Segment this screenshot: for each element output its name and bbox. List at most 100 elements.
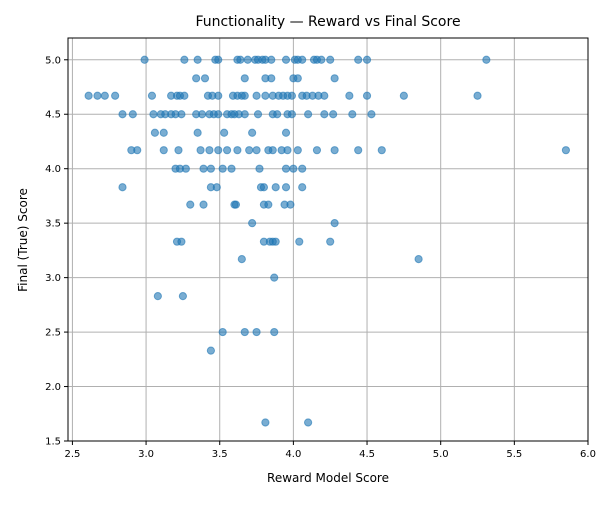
- y-axis-ticks: 1.5 2.0 2.5 3.0 3.5 4.0 4.5 5.0: [45, 55, 68, 448]
- x-tick-label: 3.0: [138, 449, 154, 460]
- data-point: [326, 55, 335, 64]
- data-point: [281, 128, 291, 137]
- data-point: [214, 146, 223, 155]
- data-point: [329, 110, 338, 119]
- data-point: [150, 128, 160, 137]
- data-point: [561, 146, 571, 155]
- data-point: [287, 110, 297, 119]
- data-point: [270, 327, 279, 337]
- data-point: [298, 183, 307, 192]
- data-point: [93, 91, 102, 100]
- data-point: [330, 74, 339, 83]
- data-point: [180, 55, 189, 64]
- data-point: [218, 327, 227, 337]
- data-point: [181, 164, 190, 173]
- data-point: [199, 200, 208, 209]
- data-point: [362, 91, 372, 100]
- data-point: [270, 273, 279, 282]
- data-point: [147, 91, 157, 100]
- data-point: [286, 200, 295, 209]
- data-point: [118, 183, 127, 192]
- data-point: [252, 327, 261, 337]
- data-point: [231, 200, 241, 209]
- data-point: [128, 110, 137, 119]
- data-point: [84, 91, 93, 100]
- data-point: [283, 146, 292, 155]
- data-point: [264, 200, 273, 209]
- data-point: [271, 237, 280, 246]
- data-point: [159, 128, 168, 137]
- data-point: [240, 327, 249, 337]
- data-point: [212, 183, 221, 192]
- data-point: [414, 255, 423, 264]
- data-point: [111, 91, 120, 100]
- x-tick-label: 2.5: [64, 449, 80, 460]
- x-axis-ticks: 2.5 3.0 3.5 4.0 4.5 5.0 5.5 6.0: [64, 441, 596, 460]
- y-tick-label: 3.0: [45, 273, 61, 284]
- data-point: [177, 237, 186, 246]
- data-point: [196, 146, 205, 155]
- plot-area-frame: [67, 37, 589, 442]
- data-point: [214, 55, 223, 64]
- data-point: [214, 110, 223, 119]
- data-point: [243, 55, 252, 64]
- data-point: [248, 128, 257, 137]
- x-tick-label: 6.0: [580, 449, 596, 460]
- data-point: [281, 55, 291, 64]
- data-point: [281, 183, 291, 192]
- data-point: [240, 91, 249, 100]
- data-point: [240, 110, 249, 119]
- data-point: [317, 55, 326, 64]
- data-point: [293, 74, 302, 83]
- data-point: [399, 91, 408, 100]
- data-point: [348, 110, 357, 119]
- data-point: [304, 110, 313, 119]
- data-point: [177, 110, 186, 119]
- data-point: [237, 255, 246, 264]
- data-point: [330, 219, 339, 228]
- data-point: [197, 110, 207, 119]
- data-point: [206, 164, 215, 173]
- data-point: [205, 146, 214, 155]
- data-point: [227, 164, 236, 173]
- data-point: [253, 110, 263, 119]
- x-tick-label: 5.5: [506, 449, 522, 460]
- data-point: [326, 237, 335, 246]
- data-point: [293, 146, 302, 155]
- y-tick-label: 4.5: [45, 110, 61, 121]
- data-point: [261, 418, 270, 427]
- data-point: [377, 146, 386, 155]
- data-point: [140, 55, 149, 64]
- data-point: [281, 164, 291, 173]
- data-point: [367, 110, 376, 119]
- data-point: [192, 74, 201, 83]
- data-point: [268, 146, 277, 155]
- data-point: [236, 55, 245, 64]
- data-point: [186, 200, 195, 209]
- data-point: [267, 74, 276, 83]
- data-point: [304, 418, 313, 427]
- data-point: [273, 110, 282, 119]
- data-point: [267, 55, 276, 64]
- data-point: [252, 91, 261, 100]
- data-point: [252, 146, 261, 155]
- data-point: [193, 128, 202, 137]
- y-tick-label: 2.0: [45, 382, 61, 393]
- data-point: [255, 164, 264, 173]
- data-point: [261, 91, 270, 100]
- x-axis-label: Reward Model Score: [267, 471, 389, 485]
- data-point: [220, 128, 229, 137]
- y-tick-label: 5.0: [45, 55, 61, 66]
- data-point: [153, 292, 162, 301]
- y-tick-label: 4.0: [45, 164, 61, 175]
- data-point: [222, 146, 232, 155]
- data-point: [271, 183, 280, 192]
- data-point: [298, 55, 307, 64]
- data-point: [287, 91, 297, 100]
- data-point: [149, 110, 158, 119]
- data-point: [482, 55, 491, 64]
- data-point: [289, 164, 298, 173]
- data-point: [473, 91, 482, 100]
